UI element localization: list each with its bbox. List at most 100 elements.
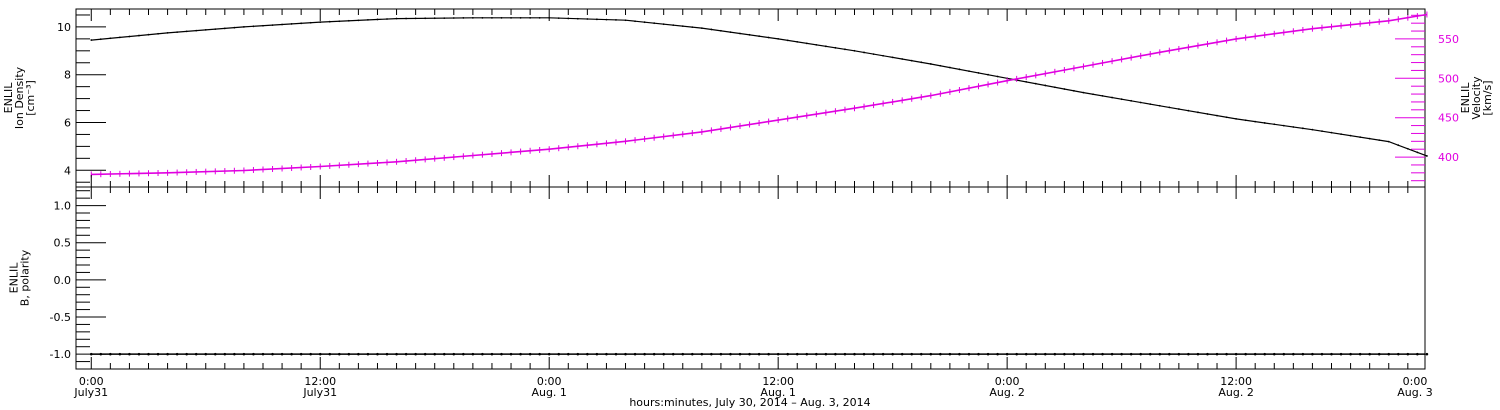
density-data-point [634, 20, 636, 23]
polarity-data-point [156, 352, 160, 356]
density-data-point [1120, 98, 1123, 101]
density-data-point [1397, 144, 1400, 147]
density-data-point [557, 17, 560, 20]
density-data-point [1063, 88, 1066, 90]
density-data-point [204, 29, 207, 31]
polarity-data-point [986, 352, 990, 356]
polarity-data-point [691, 352, 694, 356]
density-axis-title-line: ENLIL [2, 82, 15, 114]
polarity-data-point [1063, 352, 1066, 356]
polarity-data-point [681, 352, 685, 356]
density-data-point [118, 36, 121, 39]
polarity-data-point [614, 352, 618, 356]
polarity-data-point [1206, 352, 1209, 356]
density-data-point [977, 72, 980, 74]
polarity-data-point [929, 352, 933, 356]
polarity-data-point [815, 352, 818, 356]
density-data-point [805, 42, 808, 45]
polarity-data-point [242, 352, 246, 356]
density-data-point [1187, 109, 1190, 112]
density-data-point [1235, 118, 1238, 120]
polarity-data-point [89, 352, 93, 356]
density-data-point [739, 32, 741, 35]
density-data-point [1292, 126, 1295, 128]
density-data-point [1330, 131, 1333, 134]
density-data-point [271, 24, 274, 27]
density-data-point [252, 25, 255, 28]
density-tick-label: 6 [64, 116, 71, 129]
polarity-data-point [919, 352, 923, 356]
density-data-point [223, 27, 226, 30]
polarity-data-point [1110, 352, 1114, 356]
density-axis-title-line: Ion Density [13, 66, 26, 129]
polarity-data-point [786, 352, 790, 356]
density-tick-label: 8 [64, 69, 71, 82]
density-data-point [672, 24, 675, 27]
density-data-point [481, 16, 484, 19]
polarity-data-point [547, 352, 551, 356]
density-data-point [920, 61, 923, 64]
polarity-data-point [1272, 352, 1276, 356]
density-data-point [758, 35, 760, 38]
density-data-point [367, 19, 369, 21]
polarity-data-point [147, 352, 150, 356]
polarity-data-point [414, 352, 417, 356]
velocity-axis-title-line: Velocity [1470, 76, 1483, 120]
polarity-data-point [872, 352, 875, 356]
density-data-point [891, 56, 894, 59]
density-data-point [424, 17, 427, 20]
polarity-data-point [347, 352, 351, 356]
density-data-point [1282, 124, 1285, 127]
polarity-data-point [1129, 352, 1133, 356]
polarity-data-point [853, 352, 856, 356]
polarity-data-point [1158, 352, 1162, 356]
polarity-data-point [1225, 352, 1228, 356]
velocity-axis-title-line: [km/s] [1481, 80, 1494, 115]
density-data-point [1340, 133, 1342, 136]
density-data-point [529, 16, 532, 19]
polarity-data-point [1024, 352, 1028, 356]
polarity-data-point [137, 352, 141, 356]
density-data-point [958, 68, 961, 71]
polarity-data-point [700, 352, 704, 356]
density-data-point [796, 40, 799, 43]
polarity-data-point [175, 352, 179, 356]
polarity-data-point [939, 352, 942, 356]
density-data-point [138, 34, 140, 37]
polarity-data-point [213, 352, 217, 356]
polarity-data-point [958, 352, 961, 356]
polarity-data-point [109, 352, 112, 356]
polarity-data-point [1072, 352, 1076, 356]
density-data-point [1387, 140, 1390, 143]
x-tick-label-date: Aug. 1 [531, 386, 566, 399]
polarity-data-point [824, 352, 828, 356]
velocity-axis-title-line: ENLIL [1459, 82, 1472, 114]
polarity-data-point [1368, 352, 1371, 356]
polarity-data-point [1234, 352, 1238, 356]
polarity-data-point [996, 352, 999, 356]
density-data-point [1406, 147, 1409, 150]
polarity-data-point [729, 352, 732, 356]
polarity-data-point [185, 352, 188, 356]
polarity-data-point [1396, 352, 1400, 356]
polarity-data-point [595, 352, 599, 356]
density-data-point [1254, 120, 1257, 123]
polarity-data-point [1148, 352, 1152, 356]
polarity-data-point [967, 352, 971, 356]
polarity-data-point [1034, 352, 1038, 356]
density-data-point [1368, 137, 1371, 140]
polarity-data-point [977, 352, 980, 356]
polarity-data-point [805, 352, 809, 356]
density-data-point [824, 45, 827, 48]
density-data-point [1177, 108, 1180, 110]
density-data-point [1073, 89, 1075, 92]
polarity-data-point [1244, 352, 1247, 356]
polarity-data-point [462, 352, 465, 356]
top-plot-frame [75, 8, 1426, 188]
density-data-point [233, 26, 236, 29]
x-tick-label-time: 0:00 [537, 375, 562, 388]
